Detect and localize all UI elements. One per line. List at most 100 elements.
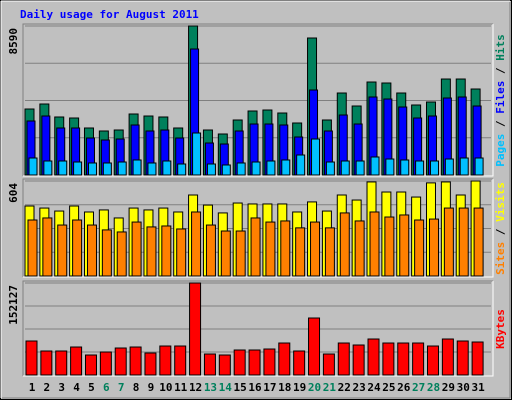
legend-entry: KBytes <box>494 309 507 349</box>
x-tick-label: 25 <box>382 381 395 394</box>
bar <box>426 345 439 376</box>
x-tick-label: 16 <box>248 381 262 394</box>
bar <box>205 224 216 277</box>
bar <box>84 354 97 376</box>
bar <box>174 345 187 376</box>
legend-entry: Sites <box>494 242 507 275</box>
bar <box>99 351 112 376</box>
bar <box>384 216 395 277</box>
bar <box>57 224 68 277</box>
bar <box>310 221 321 277</box>
bar <box>248 349 261 376</box>
bar <box>263 348 276 376</box>
bar <box>385 158 395 176</box>
x-tick-label: 10 <box>159 381 172 394</box>
chart-title: Daily usage for August 2011 <box>20 8 199 21</box>
bar <box>441 338 454 376</box>
bar <box>311 138 321 176</box>
x-tick-label: 24 <box>367 381 381 394</box>
bar <box>352 344 365 376</box>
x-tick-label: 31 <box>471 381 485 394</box>
bar <box>70 346 83 376</box>
x-tick-label: 23 <box>353 381 366 394</box>
bar <box>296 154 306 176</box>
x-tick-label: 11 <box>174 381 188 394</box>
bar <box>58 160 68 176</box>
x-tick-label: 14 <box>219 381 233 394</box>
x-tick-label: 3 <box>58 381 65 394</box>
bar <box>369 211 380 277</box>
bar <box>131 221 142 277</box>
bar <box>280 220 291 277</box>
bar <box>73 161 83 176</box>
bar <box>414 219 425 277</box>
bar <box>189 282 202 376</box>
legend-separator: / <box>494 222 507 242</box>
x-tick-label: 5 <box>88 381 95 394</box>
bar <box>117 161 127 176</box>
x-tick-label: 20 <box>308 381 321 394</box>
bar <box>473 207 484 277</box>
x-tick-label: 19 <box>293 381 306 394</box>
bar <box>266 160 276 176</box>
x-tick-label: 15 <box>234 381 247 394</box>
bar <box>206 163 216 176</box>
x-tick-label: 29 <box>442 381 455 394</box>
bar <box>367 338 380 376</box>
bar <box>132 159 142 176</box>
x-tick-label: 8 <box>133 381 140 394</box>
bar <box>220 230 231 277</box>
bar <box>370 156 380 176</box>
bar <box>235 230 246 277</box>
bar <box>293 350 306 376</box>
bar <box>177 163 187 176</box>
bar <box>382 342 395 376</box>
panel-edge <box>23 24 494 177</box>
x-tick-label: 9 <box>148 381 155 394</box>
bar <box>459 157 469 176</box>
y-tick-label: 152127 <box>7 285 20 325</box>
legend-entry: Files <box>494 81 507 114</box>
bar <box>102 162 112 176</box>
bar <box>324 227 335 277</box>
x-tick-label: 18 <box>278 381 291 394</box>
bar <box>456 340 469 376</box>
bar <box>218 354 231 376</box>
bar <box>322 353 335 376</box>
bar <box>325 161 335 176</box>
x-tick-label: 12 <box>189 381 202 394</box>
bar <box>114 347 127 376</box>
y-tick-label: 8590 <box>7 28 20 55</box>
bar <box>337 342 350 376</box>
x-tick-label: 22 <box>338 381 351 394</box>
legend: KBytes <box>494 309 507 349</box>
bar <box>162 160 172 176</box>
bar <box>471 341 484 376</box>
bar <box>397 342 410 376</box>
bar <box>87 162 97 176</box>
x-tick-label: 28 <box>427 381 440 394</box>
bar <box>355 160 365 176</box>
legend: Sites / Visits <box>494 182 507 275</box>
x-tick-label: 26 <box>397 381 411 394</box>
bar <box>236 162 246 176</box>
bar <box>147 162 157 176</box>
x-tick-label: 30 <box>457 381 470 394</box>
bar <box>144 352 157 376</box>
x-tick-label: 6 <box>103 381 110 394</box>
bar <box>43 160 53 176</box>
bar <box>25 340 38 376</box>
bar <box>458 207 469 277</box>
bar <box>101 229 112 277</box>
legend-entry: Hits <box>494 34 507 61</box>
bar <box>192 132 202 176</box>
legend: Pages / Files / Hits <box>494 34 507 167</box>
y-tick-label: 604 <box>7 183 20 203</box>
x-tick-label: 4 <box>73 381 80 394</box>
x-tick-label: 1 <box>29 381 36 394</box>
bar <box>191 211 202 277</box>
bar <box>72 219 83 277</box>
bar <box>429 160 439 176</box>
bar <box>28 157 38 176</box>
bar <box>308 317 321 376</box>
